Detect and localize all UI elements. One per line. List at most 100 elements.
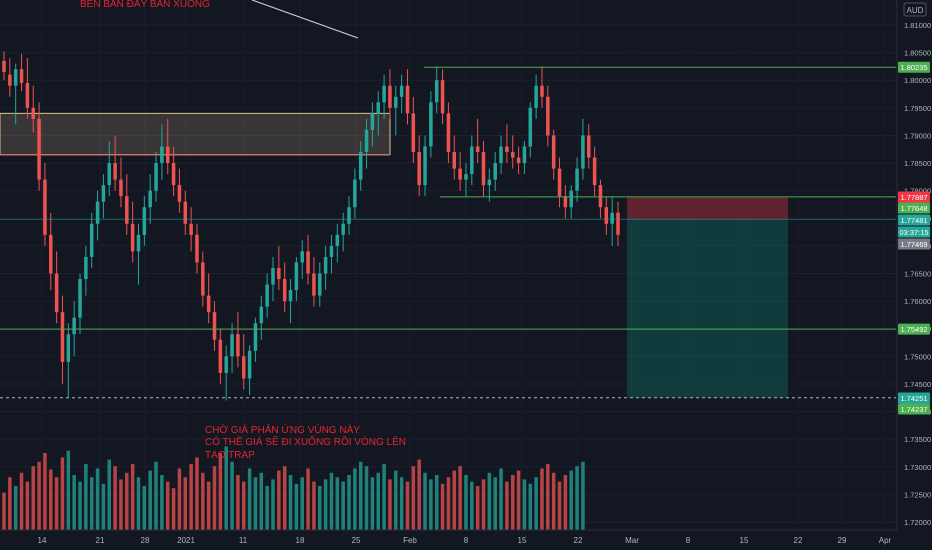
candle-body-44 — [259, 306, 264, 324]
candle-body-22 — [130, 223, 135, 252]
candle-body-31 — [183, 201, 188, 224]
candle-body-24 — [142, 207, 147, 235]
candle-body-10 — [60, 312, 65, 362]
stop-loss-zone — [627, 196, 788, 220]
x-tick-label-8: 8 — [464, 536, 469, 545]
candle-body-49 — [288, 290, 293, 302]
candle-body-32 — [189, 223, 193, 235]
volume-bar-59 — [347, 475, 351, 530]
x-tick-label-14: 22 — [794, 536, 803, 545]
volume-bar-72 — [423, 472, 427, 530]
candle-body-38 — [224, 356, 228, 373]
price-tag-support — [898, 323, 930, 335]
x-tick-label-9: 15 — [518, 536, 527, 545]
candle-body-14 — [84, 256, 88, 280]
x-tick-label-3: 2021 — [177, 536, 195, 545]
candle-body-20 — [119, 179, 123, 197]
volume-bar-74 — [434, 475, 439, 530]
x-tick-label-16: Apr — [879, 536, 892, 545]
trend-line[interactable] — [251, 0, 359, 39]
volume-bar-87 — [510, 475, 515, 530]
volume-bar-80 — [470, 481, 474, 530]
y-tick-label-18: 1.72000 — [904, 518, 931, 527]
candle-body-83 — [487, 179, 492, 186]
bottom-annotation-line-2[interactable]: CÓ THỂ GIÁ SẼ ĐI XUỐNG RỒI VÒNG LÊN — [205, 434, 406, 448]
volume-bar-3 — [19, 472, 24, 530]
candle-body-57 — [335, 234, 340, 246]
y-tick-label-2: 1.80000 — [904, 76, 931, 85]
x-tick-label-1: 21 — [96, 536, 105, 545]
volume-bar-50 — [294, 483, 299, 530]
volume-bar-7 — [43, 453, 47, 530]
volume-bar-64 — [376, 472, 381, 530]
volume-bar-35 — [206, 481, 211, 530]
volume-bar-73 — [429, 479, 433, 530]
candle-body-35 — [206, 295, 211, 313]
volume-bar-83 — [487, 472, 492, 530]
candle-body-104 — [610, 212, 614, 224]
candle-body-96 — [563, 196, 568, 208]
candle-body-2 — [13, 69, 18, 86]
volume-bar-81 — [475, 486, 480, 530]
volume-bar-58 — [341, 481, 345, 530]
candle-body-99 — [581, 135, 585, 169]
candle-body-39 — [230, 334, 234, 357]
y-tick-label-1: 1.80500 — [904, 49, 931, 58]
volume-bar-79 — [464, 475, 468, 530]
candle-body-62 — [364, 129, 369, 153]
volume-bar-90 — [528, 483, 533, 530]
price-tag-text-entry: 1.77481 — [900, 216, 927, 225]
x-tick-label-6: 25 — [352, 536, 361, 545]
volume-bar-60 — [353, 468, 357, 530]
candle-body-46 — [271, 267, 275, 285]
horizontal-levels[interactable] — [0, 66, 896, 399]
candle-body-27 — [160, 146, 164, 164]
volume-bar-26 — [154, 461, 158, 530]
candle-body-97 — [569, 190, 573, 208]
x-tick-label-13: 15 — [740, 536, 749, 545]
bottom-annotation-line-3[interactable]: TẠO TRAP — [205, 450, 255, 461]
volume-bar-65 — [382, 464, 386, 530]
price-tag-countdown — [898, 226, 930, 238]
candle-body-26 — [154, 163, 158, 191]
candle-body-63 — [370, 113, 375, 130]
price-tags: 1.80235 1.77887 1.77648 1.77481 03:37:15 1.77… — [898, 61, 930, 415]
volume-bar-88 — [516, 470, 521, 530]
volume-bar-93 — [546, 464, 550, 530]
candle-body-80 — [470, 146, 474, 175]
price-axis-background[interactable] — [897, 0, 932, 530]
volume-bar-85 — [499, 468, 503, 530]
candle-body-45 — [265, 284, 269, 307]
candle-body-28 — [165, 146, 170, 164]
candle-body-90 — [528, 107, 533, 147]
price-tag-text-price_a: 1.77648 — [900, 204, 927, 213]
x-tick-label-15: 29 — [838, 536, 847, 545]
candle-body-105 — [616, 212, 620, 235]
volume-bar-38 — [224, 446, 228, 530]
volume-bar-96 — [563, 475, 568, 530]
volume-bar-82 — [481, 479, 486, 530]
candle-body-36 — [212, 312, 217, 340]
candle-body-9 — [54, 273, 59, 313]
y-tick-label-3: 1.79500 — [904, 104, 931, 113]
volume-bar-86 — [505, 481, 509, 530]
volume-bar-13 — [78, 481, 82, 530]
candle-body-34 — [201, 262, 205, 296]
volume-bar-46 — [271, 479, 275, 530]
bottom-annotation-line-1[interactable]: CHỜ GIÁ PHẢN ỨNG VÙNG NÀY — [205, 423, 360, 436]
candle-body-7 — [43, 179, 47, 235]
volume-bar-11 — [66, 450, 71, 530]
candle-body-47 — [277, 267, 281, 280]
volume-bar-14 — [84, 464, 88, 530]
candle-body-76 — [446, 113, 451, 153]
candle-body-53 — [312, 273, 316, 296]
candle-body-66 — [388, 85, 392, 108]
volume-bar-48 — [282, 466, 287, 530]
volume-bar-43 — [253, 477, 258, 530]
top-annotation[interactable]: BÊN BÁN ĐẨY BÁN XUỐNG — [80, 0, 210, 10]
y-tick-label-12: 1.75000 — [904, 352, 931, 361]
candle-body-1 — [8, 74, 12, 86]
volume-bar-98 — [575, 466, 579, 530]
x-tick-label-4: 11 — [239, 536, 248, 545]
